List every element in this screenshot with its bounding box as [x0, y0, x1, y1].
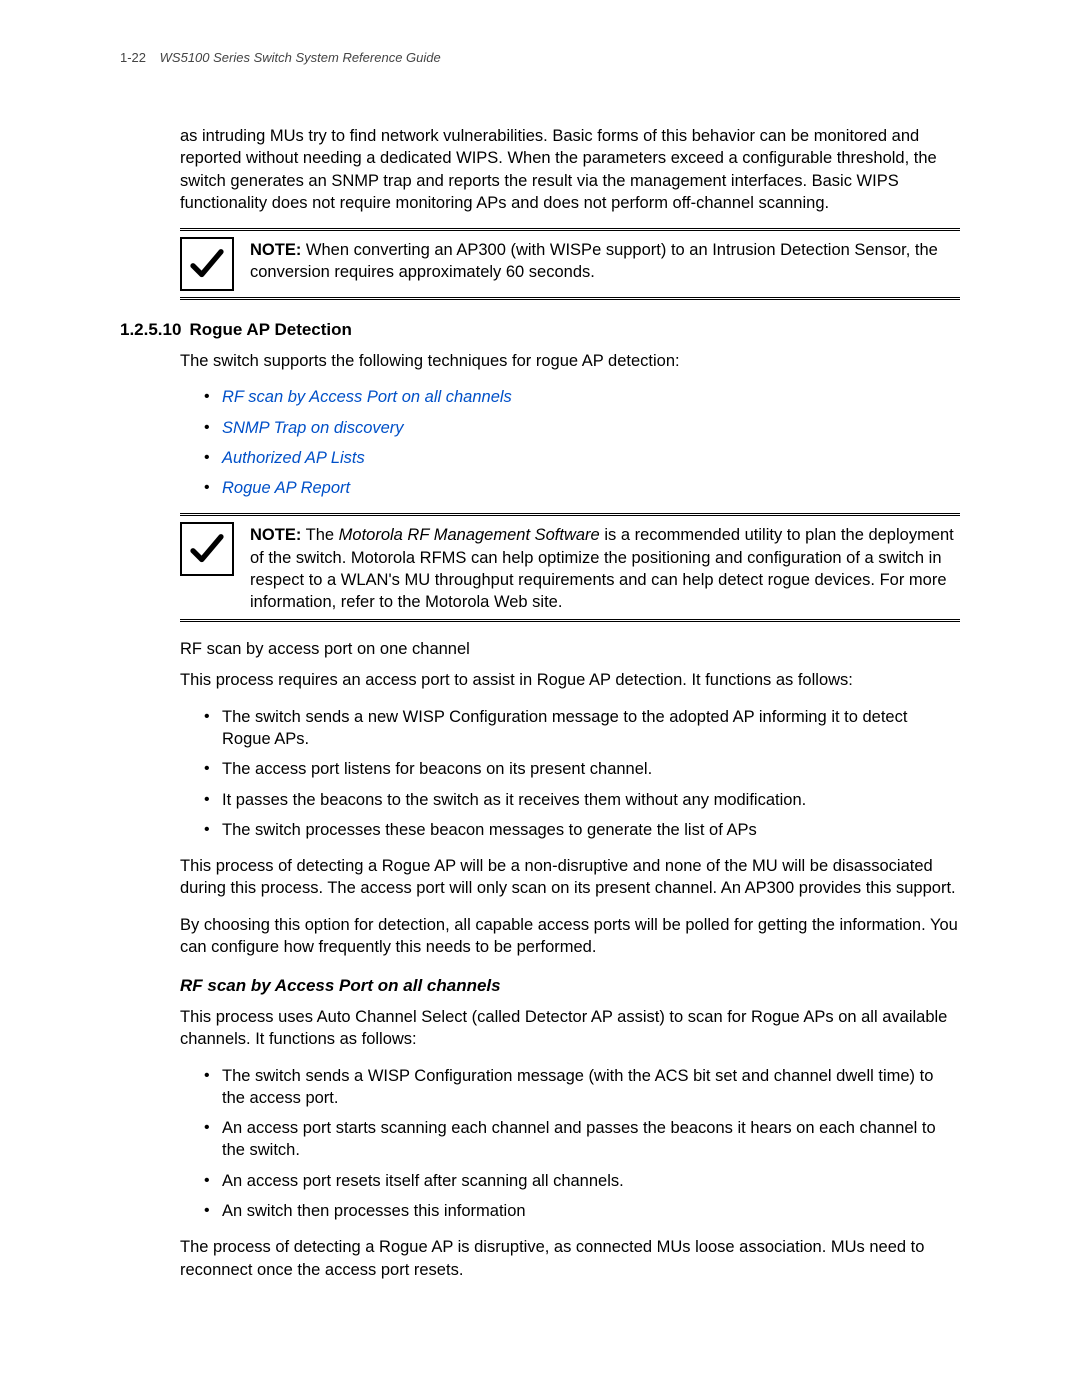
- running-header: 1-22 WS5100 Series Switch System Referen…: [120, 50, 960, 65]
- note-label: NOTE:: [250, 526, 301, 544]
- section-number: 1.2.5.10: [120, 320, 181, 339]
- subsection-2-para-1: The process of detecting a Rogue AP is d…: [180, 1236, 960, 1281]
- link-authorized-ap[interactable]: Authorized AP Lists: [222, 449, 365, 467]
- list-item: RF scan by Access Port on all channels: [204, 386, 960, 408]
- section-body: The switch supports the following techni…: [180, 350, 960, 1281]
- section-heading: 1.2.5.10 Rogue AP Detection: [120, 320, 960, 340]
- intro-paragraph: as intruding MUs try to find network vul…: [180, 125, 960, 214]
- note-label: NOTE:: [250, 241, 301, 259]
- checkmark-icon: [180, 237, 234, 291]
- section-intro: The switch supports the following techni…: [180, 350, 960, 372]
- list-item: An access port resets itself after scann…: [204, 1170, 960, 1192]
- section-title: Rogue AP Detection: [189, 320, 351, 339]
- list-item: SNMP Trap on discovery: [204, 417, 960, 439]
- note-text-1: NOTE: When converting an AP300 (with WIS…: [250, 237, 960, 284]
- list-item: It passes the beacons to the switch as i…: [204, 789, 960, 811]
- bullet-list-1: The switch sends a new WISP Configuratio…: [180, 706, 960, 841]
- list-item: The switch sends a WISP Configuration me…: [204, 1065, 960, 1110]
- list-item: Rogue AP Report: [204, 477, 960, 499]
- note-body: When converting an AP300 (with WISPe sup…: [250, 241, 938, 281]
- subsection-1-para-1: This process of detecting a Rogue AP wil…: [180, 855, 960, 900]
- list-item: Authorized AP Lists: [204, 447, 960, 469]
- page-container: 1-22 WS5100 Series Switch System Referen…: [0, 0, 1080, 1375]
- subsection-2-intro: This process uses Auto Channel Select (c…: [180, 1006, 960, 1051]
- page-number: 1-22: [120, 50, 146, 65]
- note-text-2: NOTE: The Motorola RF Management Softwar…: [250, 522, 960, 613]
- link-rogue-report[interactable]: Rogue AP Report: [222, 479, 350, 497]
- subsection-1-title: RF scan by access port on one channel: [180, 640, 960, 659]
- note-prefix: The: [301, 526, 338, 544]
- list-item: The switch sends a new WISP Configuratio…: [204, 706, 960, 751]
- note-box-2: NOTE: The Motorola RF Management Softwar…: [180, 513, 960, 622]
- doc-title: WS5100 Series Switch System Reference Gu…: [160, 50, 441, 65]
- link-snmp-trap[interactable]: SNMP Trap on discovery: [222, 419, 404, 437]
- content-block: as intruding MUs try to find network vul…: [180, 125, 960, 300]
- subsection-1-intro: This process requires an access port to …: [180, 669, 960, 691]
- subsection-2-title: RF scan by Access Port on all channels: [180, 976, 960, 996]
- list-item: The switch processes these beacon messag…: [204, 819, 960, 841]
- list-item: An access port starts scanning each chan…: [204, 1117, 960, 1162]
- list-item: An switch then processes this informatio…: [204, 1200, 960, 1222]
- checkmark-icon: [180, 522, 234, 576]
- note-box-1: NOTE: When converting an AP300 (with WIS…: [180, 228, 960, 300]
- subsection-1-para-2: By choosing this option for detection, a…: [180, 914, 960, 959]
- link-list: RF scan by Access Port on all channels S…: [180, 386, 960, 499]
- note-emphasis: Motorola RF Management Software: [339, 526, 600, 544]
- link-rf-scan-all[interactable]: RF scan by Access Port on all channels: [222, 388, 512, 406]
- bullet-list-2: The switch sends a WISP Configuration me…: [180, 1065, 960, 1223]
- list-item: The access port listens for beacons on i…: [204, 758, 960, 780]
